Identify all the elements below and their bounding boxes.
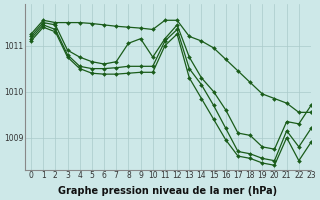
X-axis label: Graphe pression niveau de la mer (hPa): Graphe pression niveau de la mer (hPa) <box>59 186 277 196</box>
